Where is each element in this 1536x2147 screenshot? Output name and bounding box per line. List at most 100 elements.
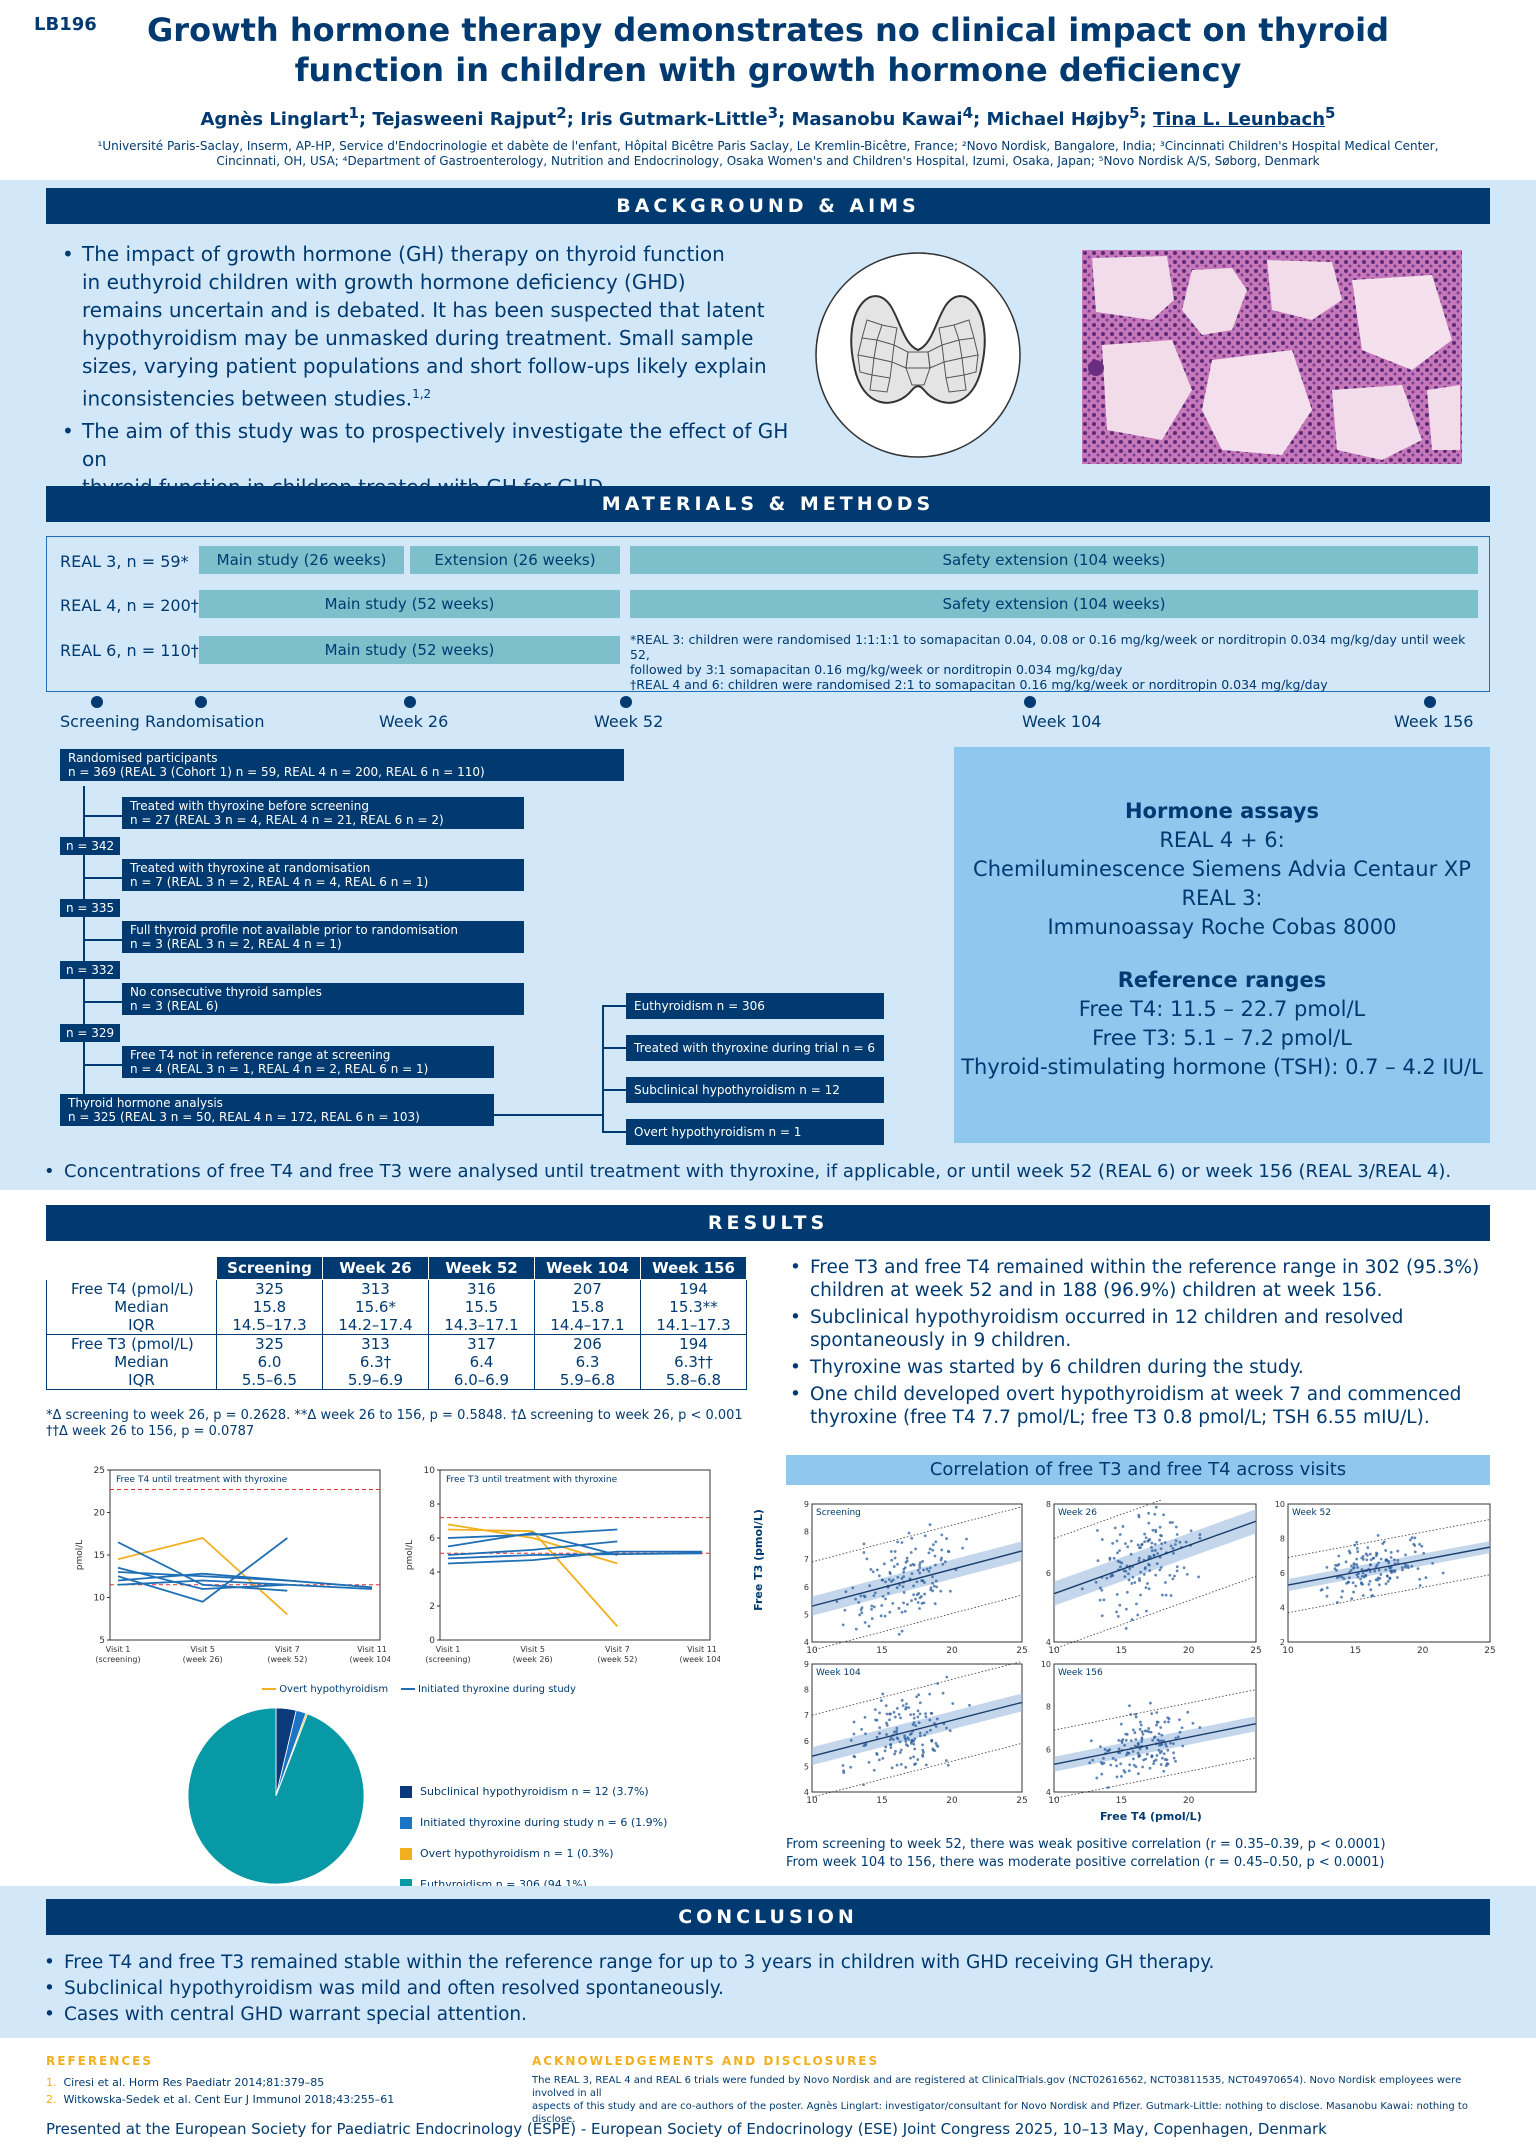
scatter-point <box>1154 1505 1158 1509</box>
scatter-point <box>1164 1742 1167 1746</box>
x-tick-label-sub: (week 26) <box>183 1655 223 1664</box>
scatter-point <box>1368 1552 1372 1556</box>
scatter-point <box>1138 1720 1142 1724</box>
fit-line <box>1053 1520 1257 1595</box>
y-tick-label: 8 <box>1046 1703 1051 1712</box>
panel-title: Screening <box>816 1508 861 1518</box>
scatter-point <box>1134 1712 1138 1716</box>
scatter-point <box>1160 1542 1164 1545</box>
background-bullets: The impact of growth hormone (GH) therap… <box>58 240 818 501</box>
table-cell: 14.2–17.4 <box>322 1316 429 1335</box>
scatter-point <box>1361 1594 1365 1597</box>
scatter-point <box>882 1562 886 1566</box>
scatter-point <box>1413 1536 1417 1540</box>
x-tick-label: Visit 7 <box>275 1645 300 1654</box>
scatter-point <box>835 1600 839 1603</box>
scatter-point <box>1120 1739 1124 1743</box>
scatter-point <box>1134 1715 1138 1719</box>
poster-code: LB196 <box>34 14 97 35</box>
table-cell: 14.3–17.1 <box>428 1316 535 1335</box>
scatter-point <box>1164 1764 1168 1768</box>
scatter-point <box>1118 1533 1122 1536</box>
scatter-point <box>898 1740 902 1744</box>
scatter-point <box>873 1591 877 1595</box>
scatter-point <box>1095 1776 1099 1780</box>
timeline-dot <box>1024 696 1036 708</box>
y-axis-label: pmol/L <box>75 1540 85 1571</box>
scatter-point <box>1119 1762 1123 1766</box>
flow-outcome-euthyroid: Euthyroidism n = 306 <box>626 993 884 1019</box>
scatter-point <box>1441 1571 1445 1575</box>
scatter-point <box>914 1547 918 1551</box>
scatter-point <box>1167 1717 1171 1721</box>
scatter-point <box>909 1713 913 1717</box>
scatter-point <box>863 1716 867 1719</box>
scatter-point <box>1424 1576 1428 1579</box>
pie-slice <box>187 1707 365 1885</box>
scatter-point <box>1137 1515 1141 1519</box>
x-tick-label: 10 <box>806 1796 818 1806</box>
scatter-point <box>903 1566 907 1570</box>
scatter-point <box>1340 1575 1344 1579</box>
flow-connector <box>83 786 85 1096</box>
scatter-point <box>1128 1567 1132 1571</box>
scatter-point <box>1374 1565 1378 1569</box>
scatter-point <box>948 1729 952 1732</box>
scatter-point <box>1355 1557 1359 1561</box>
scatter-point <box>915 1695 919 1699</box>
scatter-point <box>939 1558 943 1562</box>
x-tick-label: Visit 5 <box>190 1645 215 1654</box>
scatter-point <box>854 1627 858 1631</box>
legend-label: Initiated thyroxine during study <box>418 1684 576 1695</box>
scatter-point <box>914 1724 918 1728</box>
scatter-point <box>1165 1744 1168 1748</box>
scatter-point <box>1155 1754 1159 1757</box>
scatter-point <box>1365 1558 1369 1562</box>
table-row-label: Median <box>46 1353 217 1371</box>
bar-real4-main: Main study (52 weeks) <box>199 590 620 618</box>
scatter-point <box>1396 1558 1400 1562</box>
scatter-point <box>1103 1748 1107 1751</box>
y-tick-label: 9 <box>804 1500 809 1509</box>
correlation-x-label: Free T4 (pmol/L) <box>1100 1810 1202 1823</box>
table-cell: 14.4–17.1 <box>534 1316 641 1335</box>
scatter-point <box>852 1755 856 1758</box>
scatter-point <box>918 1566 922 1569</box>
affiliations: ¹Université Paris-Saclay, Inserm, AP-HP,… <box>0 139 1536 169</box>
scatter-point <box>1112 1556 1116 1560</box>
scatter-point <box>881 1578 885 1582</box>
scatter-point <box>1100 1614 1104 1618</box>
scatter-point <box>885 1712 889 1716</box>
title-line-1: Growth hormone therapy demonstrates no c… <box>147 11 1389 49</box>
scatter-point <box>890 1558 894 1562</box>
scatter-point <box>1178 1718 1181 1722</box>
scatter-point <box>1149 1701 1152 1705</box>
scatter-point <box>930 1711 934 1715</box>
footer-presented: Presented at the European Society for Pa… <box>46 2120 1327 2138</box>
trial-label-real4: REAL 4, n = 200† <box>60 596 199 615</box>
scatter-point <box>939 1589 943 1593</box>
scatter-point <box>1370 1594 1374 1598</box>
scatter-point <box>927 1569 931 1573</box>
flow-connector <box>83 815 123 817</box>
scatter-point <box>1413 1550 1417 1554</box>
scatter-point <box>843 1608 847 1612</box>
x-tick-label: 25 <box>1250 1646 1261 1656</box>
table-cell: 5.9–6.8 <box>534 1371 641 1390</box>
scatter-point <box>1356 1550 1360 1553</box>
scatter-point <box>1138 1727 1142 1731</box>
flow-count-1: n = 342 <box>60 837 121 855</box>
poster-title: Growth hormone therapy demonstrates no c… <box>0 10 1536 90</box>
y-tick-label: 6 <box>1280 1569 1285 1578</box>
scatter-point <box>892 1730 896 1734</box>
scatter-point <box>1157 1732 1161 1736</box>
x-tick-label: 10 <box>1048 1796 1060 1806</box>
scatter-point <box>1362 1558 1365 1561</box>
scatter-point <box>1404 1553 1407 1557</box>
scatter-point <box>1159 1547 1163 1551</box>
y-tick-label: 7 <box>804 1555 809 1564</box>
scatter-week-104: Week 104 4 5 6 7 8 9 10 15 20 25 <box>804 1660 1028 1806</box>
scatter-point <box>921 1559 925 1563</box>
series-line <box>117 1541 288 1592</box>
scatter-point <box>923 1733 927 1737</box>
